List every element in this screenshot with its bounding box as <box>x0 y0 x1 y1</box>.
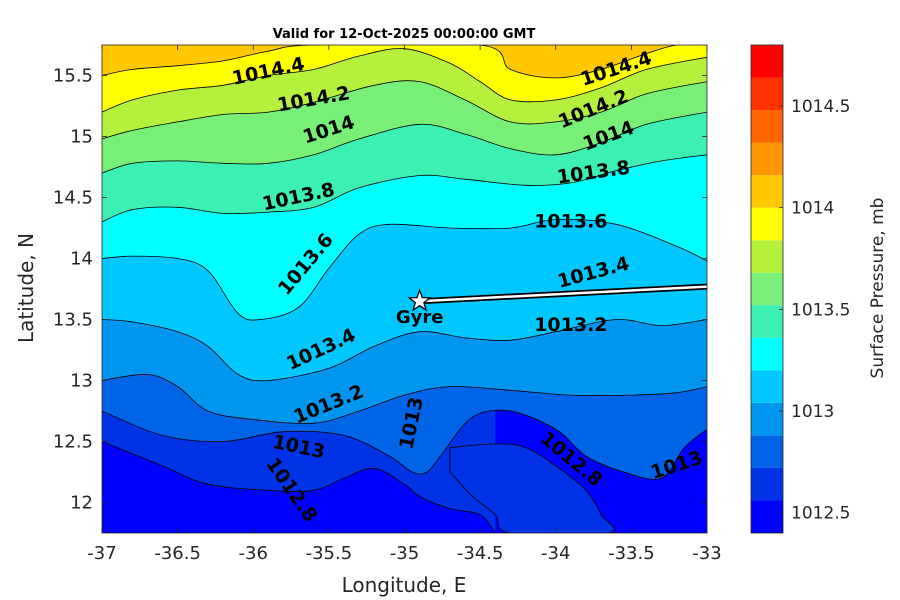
contour-label: 1013.2 <box>534 314 607 336</box>
colorbar-segment <box>751 435 783 468</box>
colorbar-segment <box>751 467 783 501</box>
x-tick-label: -36 <box>239 543 268 564</box>
colorbar-tick-label: 1014 <box>791 199 834 219</box>
colorbar-tick-label: 1013 <box>791 402 834 422</box>
y-tick-label: 13.5 <box>53 310 93 331</box>
colorbar: 1012.5 1013 1013.5 1014 1014.5 <box>750 44 850 534</box>
x-tick-label: -35 <box>390 543 419 564</box>
x-tick-label: -33 <box>692 543 721 564</box>
y-tick-label: 15 <box>70 127 93 148</box>
chart-title: Valid for 12-Oct-2025 00:00:00 GMT <box>273 27 536 42</box>
colorbar-segment <box>751 110 783 143</box>
colorbar-tick-label: 1012.5 <box>791 504 850 524</box>
y-axis-label: Latitude, N <box>14 233 38 343</box>
colorbar-segment <box>751 500 783 533</box>
x-tick-label: -35.5 <box>306 543 353 564</box>
contour-line <box>102 111 707 174</box>
colorbar-segment <box>751 305 783 338</box>
x-tick-label: -33.5 <box>608 543 655 564</box>
colorbar-segment <box>751 175 783 208</box>
colorbar-segment <box>751 45 783 78</box>
x-tick-label: -34 <box>541 543 570 564</box>
storm-track <box>419 285 707 303</box>
y-tick-label: 14.5 <box>53 188 93 209</box>
colorbar-tick-label: 1013.5 <box>791 300 850 320</box>
storm-name-label: Gyre <box>396 307 444 328</box>
storm-marker-star-icon <box>407 288 432 312</box>
x-tick-label: -34.5 <box>457 543 504 564</box>
filled-contours <box>102 45 707 533</box>
colorbar-segment <box>751 337 783 371</box>
colorbar-segment <box>751 142 783 176</box>
contour-line <box>102 319 707 382</box>
colorbar-tick-label: 1014.5 <box>791 97 850 117</box>
contour-band <box>102 45 707 78</box>
contour-line <box>102 441 496 533</box>
colorbar-segment <box>751 77 783 111</box>
y-tick-label: 13 <box>70 371 93 392</box>
x-axis-label: Longitude, E <box>342 573 467 597</box>
y-tick-label: 12.5 <box>53 432 93 453</box>
colorbar-frame <box>750 44 784 534</box>
contour-line <box>102 80 707 140</box>
y-tick-label: 14 <box>70 249 93 270</box>
contour-line <box>102 45 707 79</box>
colorbar-segment <box>751 402 783 436</box>
y-tick-label: 12 <box>70 493 93 514</box>
low-pressure-pocket <box>449 443 615 533</box>
contour-line <box>102 154 707 223</box>
contour-line <box>102 218 707 321</box>
colorbar-segment <box>751 207 783 241</box>
contour-line <box>102 373 707 424</box>
contour-label: 1013.6 <box>534 210 607 232</box>
colorbar-segment <box>751 272 783 306</box>
x-tick-label: -37 <box>87 543 116 564</box>
x-tick-label: -36.5 <box>154 543 201 564</box>
contour-lines <box>102 45 707 533</box>
colorbar-label: Surface Pressure, mb <box>868 198 888 379</box>
axes: -37 -36.5 -36 -35.5 -35 -34.5 -34 -33.5 -33 12 12.… <box>53 44 722 564</box>
colorbar-segment <box>751 240 783 273</box>
colorbar-segment <box>751 370 783 403</box>
y-tick-label: 15.5 <box>53 66 93 87</box>
contour-line <box>102 409 707 480</box>
